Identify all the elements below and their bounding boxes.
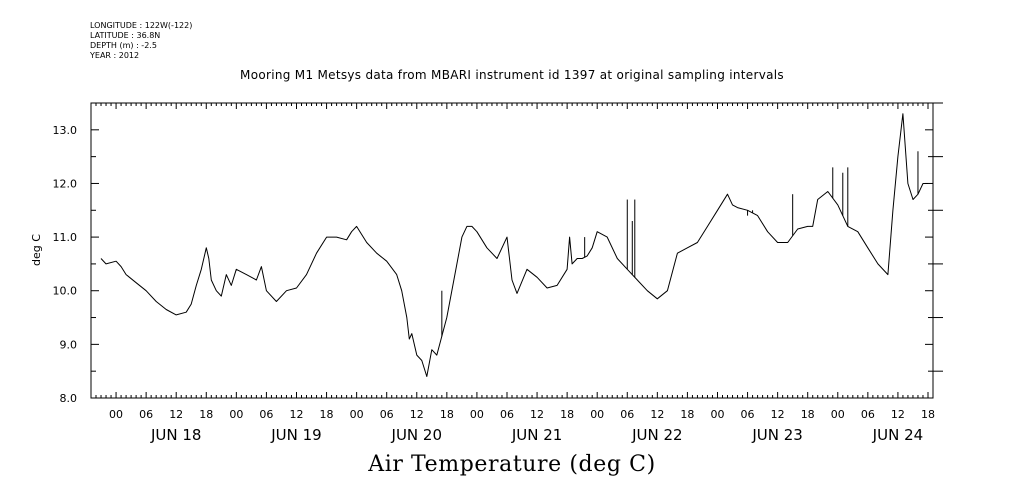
longitude-label: LONGITUDE : 122W(-122) (90, 21, 193, 30)
x-tick-label: 18 (921, 408, 935, 421)
x-tick-label: 00 (831, 408, 845, 421)
latitude-label: LATITUDE : 36.8N (90, 31, 161, 40)
y-tick-label: 12.0 (53, 177, 78, 190)
x-tick-label: 06 (861, 408, 875, 421)
x-day-label: JUN 22 (631, 426, 682, 444)
x-tick-label: 18 (560, 408, 574, 421)
x-tick-label: 12 (530, 408, 544, 421)
x-tick-label: 06 (380, 408, 394, 421)
chart-title: Mooring M1 Metsys data from MBARI instru… (240, 68, 784, 82)
x-tick-label: 12 (650, 408, 664, 421)
x-tick-label: 06 (741, 408, 755, 421)
x-axis-label: Air Temperature (deg C) (368, 452, 656, 477)
plot-frame (90, 102, 934, 399)
x-tick-label: 00 (109, 408, 123, 421)
x-tick-label: 00 (229, 408, 243, 421)
x-day-label: JUN 21 (511, 426, 562, 444)
x-tick-label: 18 (440, 408, 454, 421)
year-label: YEAR : 2012 (90, 51, 140, 60)
y-tick-label: 13.0 (53, 124, 78, 137)
x-day-label: JUN 20 (391, 426, 442, 444)
x-day-label: JUN 24 (872, 426, 923, 444)
x-tick-label: 00 (590, 408, 604, 421)
y-axis-label: deg C (30, 234, 43, 266)
x-tick-label: 00 (470, 408, 484, 421)
x-tick-label: 12 (169, 408, 183, 421)
y-tick-label: 11.0 (53, 231, 78, 244)
depth-label: DEPTH (m) : -2.5 (90, 41, 157, 50)
x-tick-label: 06 (259, 408, 273, 421)
metadata-block: LONGITUDE : 122W(-122) LATITUDE : 36.8N … (90, 21, 192, 61)
x-tick-label: 12 (891, 408, 905, 421)
x-tick-label: 00 (350, 408, 364, 421)
x-tick-label: 06 (620, 408, 634, 421)
x-tick-label: 18 (801, 408, 815, 421)
x-tick-label: 06 (500, 408, 514, 421)
x-tick-label: 18 (680, 408, 694, 421)
x-tick-label: 18 (199, 408, 213, 421)
x-tick-label: 12 (289, 408, 303, 421)
x-day-label: JUN 23 (751, 426, 802, 444)
y-tick-label: 10.0 (53, 285, 78, 298)
y-tick-label: 8.0 (60, 392, 78, 405)
temperature-line (100, 113, 928, 377)
x-tick-label: 12 (771, 408, 785, 421)
x-tick-label: 00 (710, 408, 724, 421)
x-day-label: JUN 19 (270, 426, 321, 444)
x-tick-label: 06 (139, 408, 153, 421)
y-tick-label: 9.0 (60, 338, 78, 351)
x-day-label: JUN 18 (150, 426, 201, 444)
x-tick-label: 12 (410, 408, 424, 421)
x-tick-label: 18 (320, 408, 334, 421)
